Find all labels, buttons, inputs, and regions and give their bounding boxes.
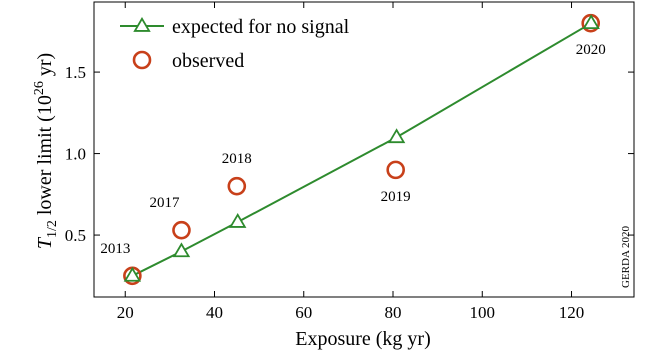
x-axis-title: Exposure (kg yr) [295,328,431,350]
legend-observed-marker [132,50,152,70]
x-tick-label: 100 [470,303,496,322]
x-tick-label: 80 [385,303,402,322]
expected-point [228,212,247,228]
y-axis-title: T1/2 lower limit (1026 yr) [32,53,60,249]
expected-point [387,128,406,144]
observed-point-label: 2013 [100,241,130,257]
y-tick-label: 0.5 [65,226,86,245]
y-axis-title-middle: lower limit (10 [34,95,56,220]
observed-point [386,160,405,180]
plot-area: 2013 2017 2018 2019 2020 [100,13,606,286]
y-axis-title-superscript: 26 [32,81,47,95]
expected-point [123,266,142,282]
y-axis-title-prefix: T [34,236,56,249]
legend-expected-marker [133,16,151,32]
x-ticks: 20 40 60 80 100 120 [117,2,585,322]
legend-observed-label: observed [172,50,244,72]
legend: expected for no signal observed [120,16,350,72]
x-tick-label: 20 [117,303,134,322]
y-tick-label: 1.5 [65,63,86,82]
legend-expected-label: expected for no signal [172,16,350,38]
y-tick-label: 1.0 [65,145,86,164]
observed-point-label: 2018 [222,151,252,167]
y-ticks: 0.5 1.0 1.5 [65,63,634,245]
watermark: GERDA 2020 [620,225,632,288]
observed-point-label: 2019 [381,189,411,205]
y-axis-title-subscript: 1/2 [45,220,60,238]
plot-frame [93,1,635,298]
x-tick-label: 60 [295,303,312,322]
x-tick-label: 40 [206,303,223,322]
observed-point [172,220,191,240]
observed-point [227,176,247,196]
x-tick-label: 120 [559,303,585,322]
axes [93,1,635,298]
observed-point-label: 2020 [576,42,606,58]
observed-point-label: 2017 [149,195,180,211]
expected-point [172,242,191,258]
y-axis-title-suffix: yr) [34,53,56,81]
expected-point [582,14,600,30]
